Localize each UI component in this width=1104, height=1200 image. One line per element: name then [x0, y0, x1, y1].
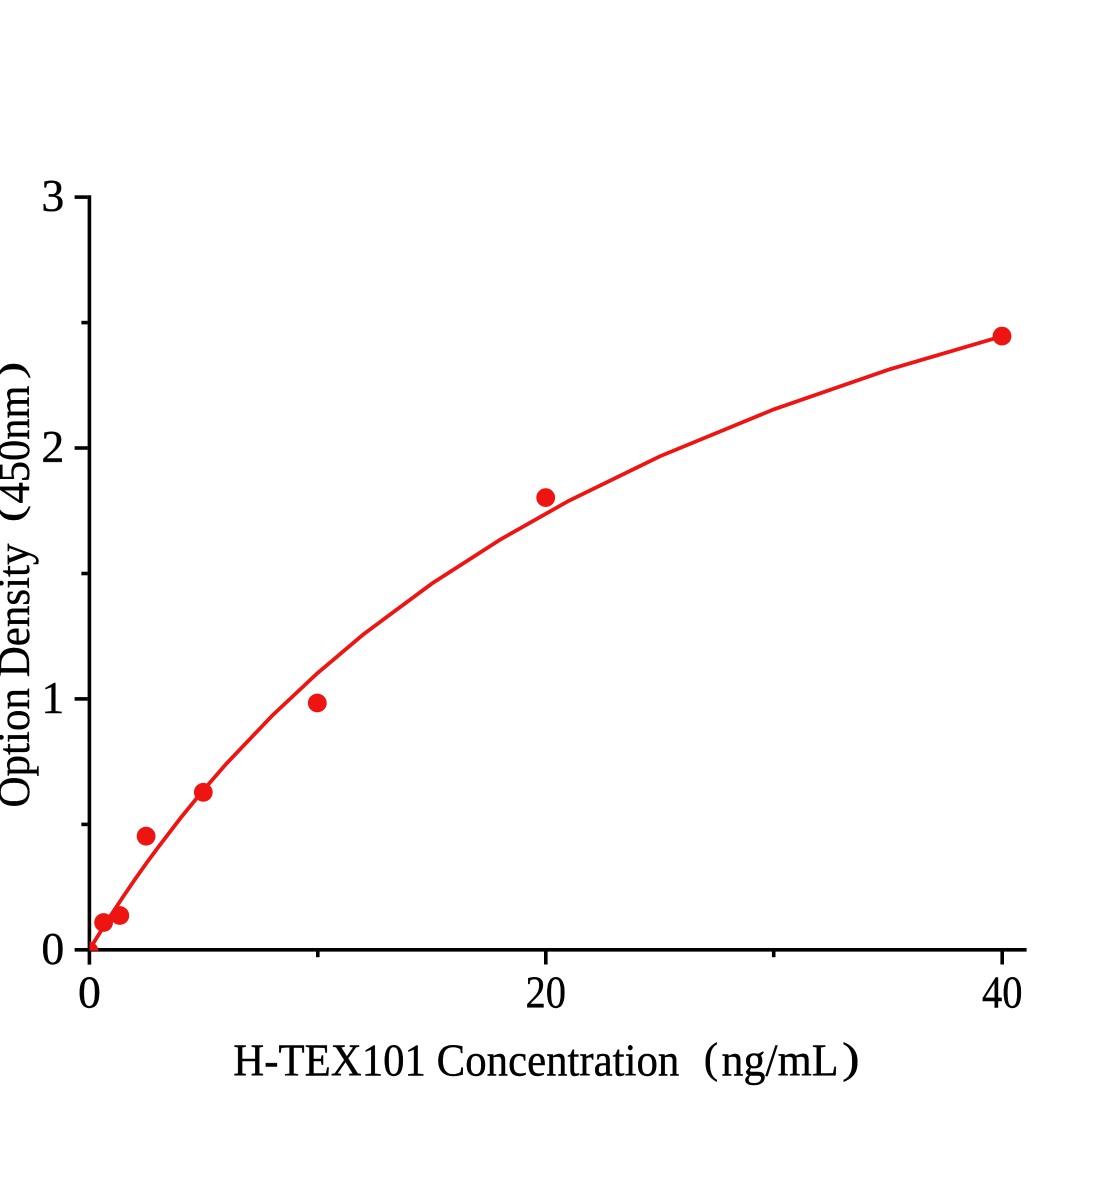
svg-text:Option Density: Option Density — [0, 543, 39, 807]
svg-text:H-TEX101 Concentration: H-TEX101 Concentration — [233, 1034, 679, 1085]
svg-text:20: 20 — [526, 967, 567, 1018]
svg-text:): ) — [842, 1035, 860, 1083]
svg-text:3: 3 — [41, 170, 64, 221]
svg-text:2: 2 — [41, 421, 64, 472]
svg-text:): ) — [0, 362, 30, 380]
svg-text:(: ( — [0, 505, 30, 523]
svg-text:0: 0 — [78, 967, 101, 1018]
svg-text:(: ( — [704, 1034, 719, 1082]
svg-text:0: 0 — [41, 923, 64, 974]
svg-text:1: 1 — [41, 672, 64, 723]
svg-text:40: 40 — [982, 967, 1023, 1018]
svg-text:450nm: 450nm — [0, 386, 39, 504]
svg-text:ng/mL: ng/mL — [722, 1034, 839, 1085]
